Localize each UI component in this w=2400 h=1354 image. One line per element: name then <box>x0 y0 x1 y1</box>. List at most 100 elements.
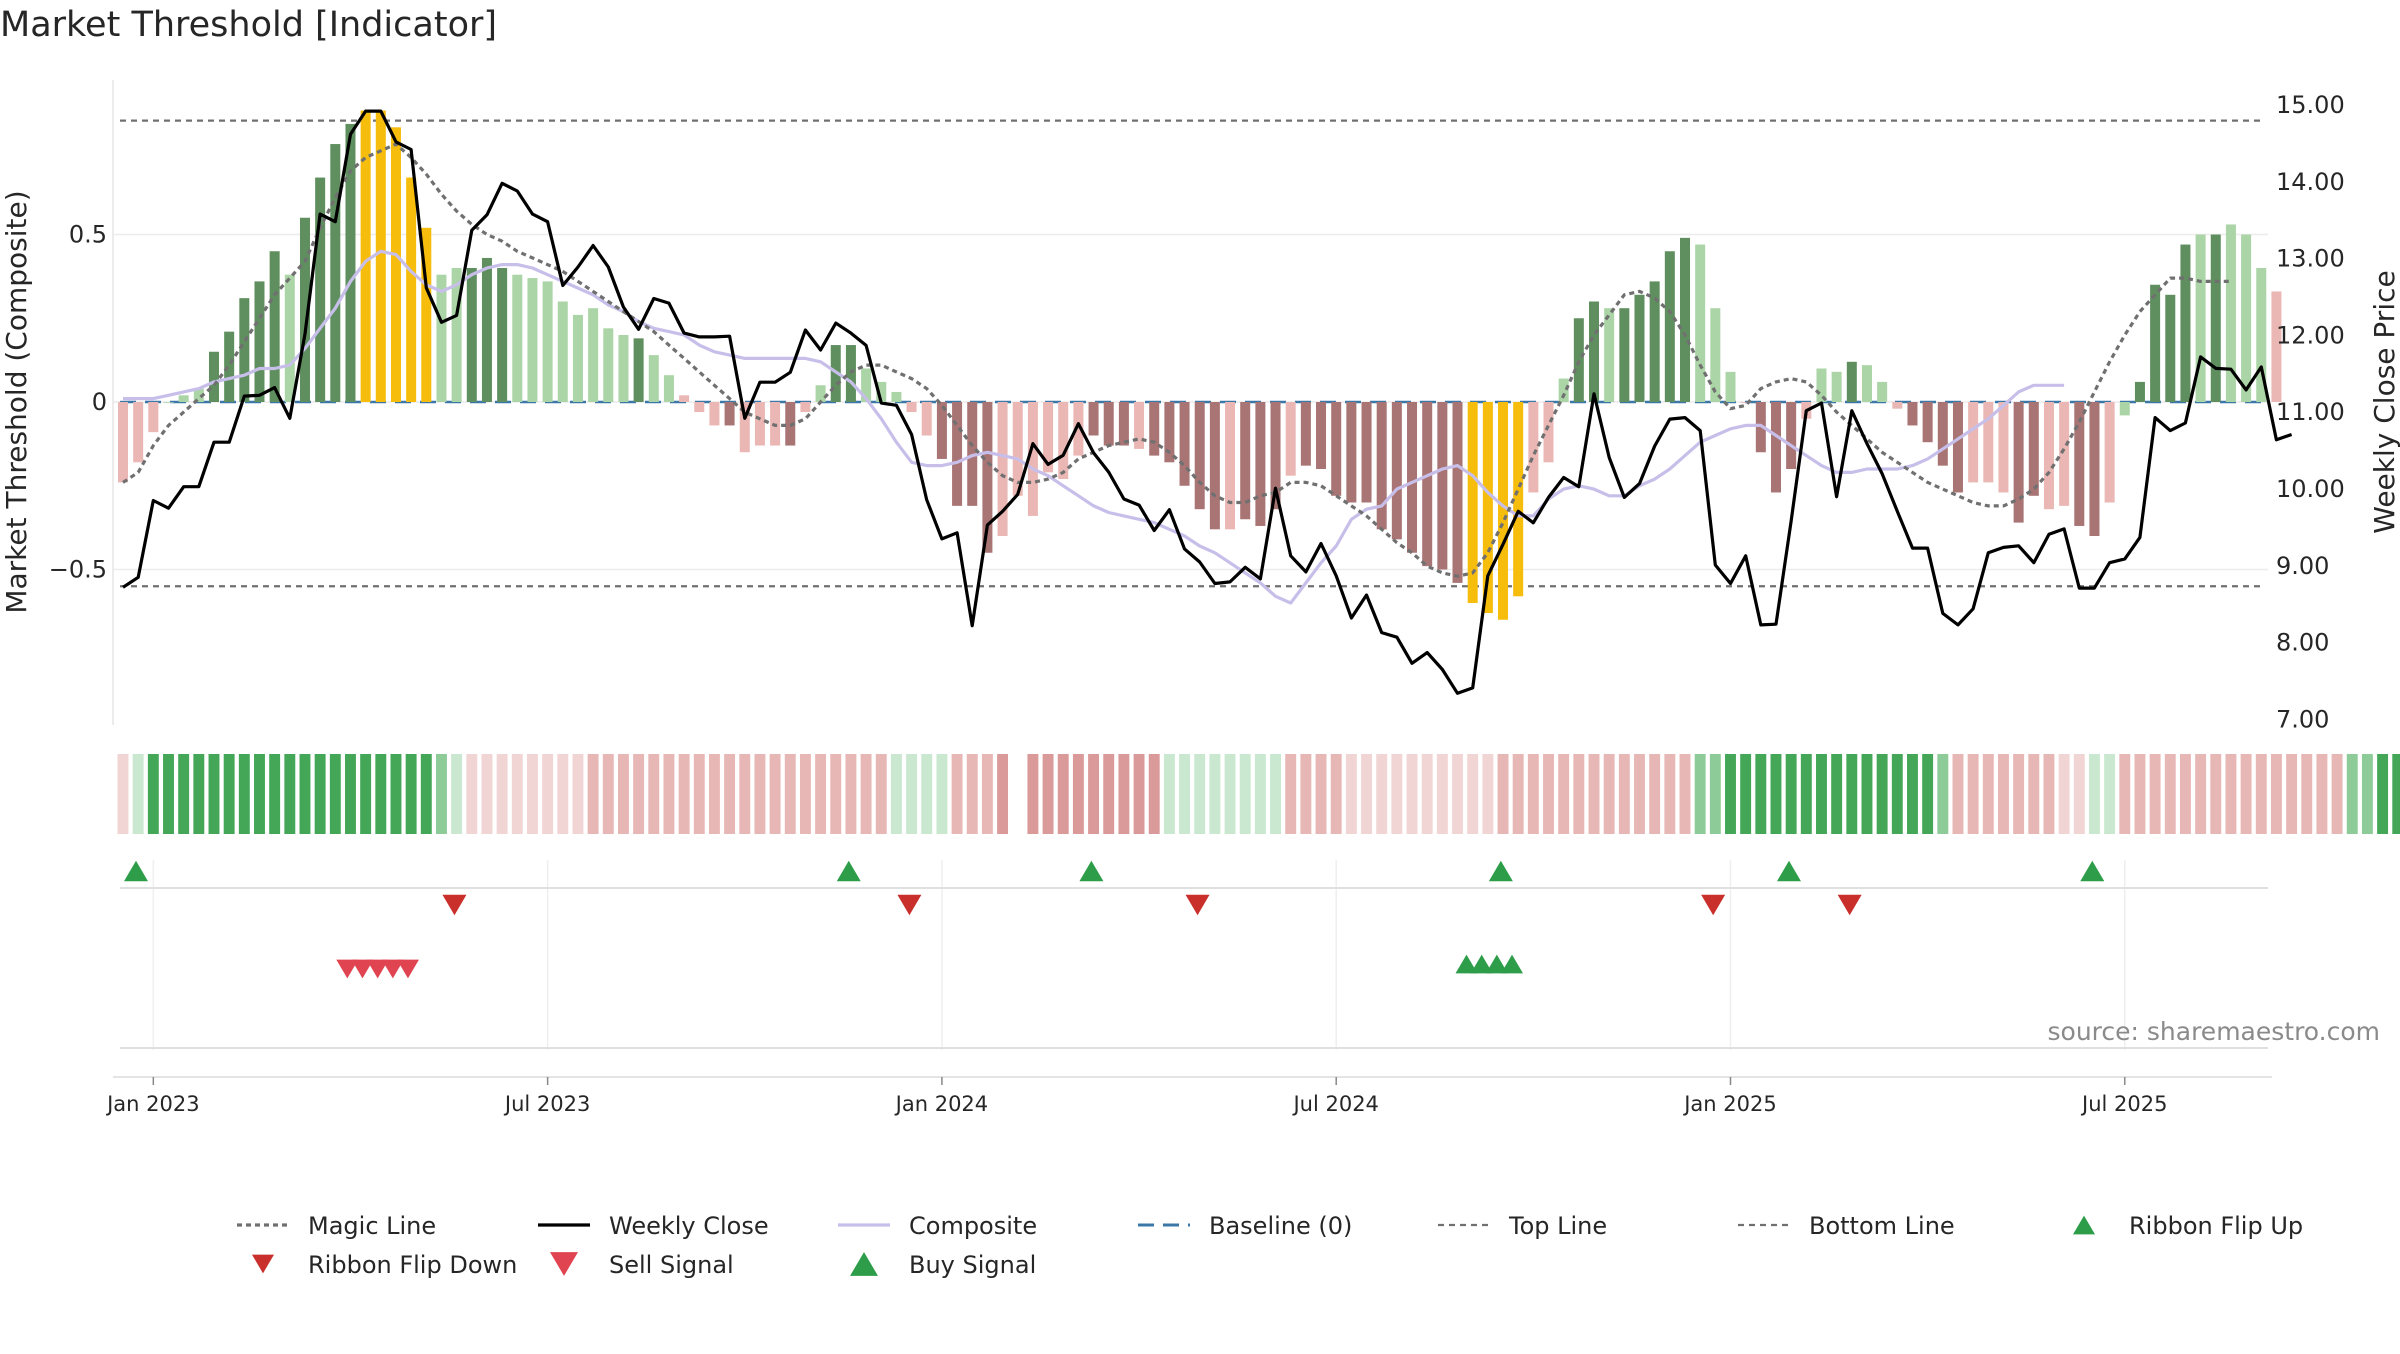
ribbon-segment <box>1558 754 1570 834</box>
composite-bar <box>724 402 735 426</box>
ribbon-segment <box>1088 754 1100 834</box>
right-tick-label: 11.00 <box>2276 398 2345 426</box>
ribbon-segment <box>2346 754 2358 834</box>
ribbon-segment <box>147 754 159 834</box>
composite-bar <box>284 274 295 402</box>
composite-bar <box>2150 284 2161 402</box>
composite-bar <box>1240 402 1251 520</box>
legend-label: Buy Signal <box>909 1251 1036 1279</box>
composite-bar <box>694 402 705 413</box>
composite-bar <box>1952 402 1963 493</box>
ribbon-segment <box>1103 754 1115 834</box>
ribbon-segment <box>1452 754 1463 834</box>
ribbon-segment <box>2104 754 2116 834</box>
ribbon-flip-up-marker <box>124 860 148 882</box>
composite-bar <box>406 177 417 402</box>
series-lines-layer <box>122 109 2293 695</box>
ribbon-segment <box>375 754 387 834</box>
ribbon-flip-down-marker <box>1837 894 1862 916</box>
composite-bar <box>1088 402 1099 436</box>
ribbon-segment <box>2240 754 2252 834</box>
ribbon-segment <box>2316 754 2328 834</box>
composite-line <box>123 249 2065 605</box>
ribbon-segment <box>2164 754 2176 834</box>
ribbon-segment <box>163 754 174 834</box>
buy-signal-marker <box>1501 954 1524 974</box>
legend-label: Magic Line <box>308 1212 436 1240</box>
composite-bar <box>906 402 917 413</box>
ribbon-segment <box>1709 754 1721 834</box>
legend-item-magic-line: Magic Line <box>237 1212 436 1240</box>
composite-bar <box>512 274 523 402</box>
ribbon-flip-up-marker <box>1776 860 1801 882</box>
left-axis-label: Market Threshold (Composite) <box>0 190 33 613</box>
ribbon-segment <box>1391 754 1403 834</box>
composite-bar <box>1103 402 1114 446</box>
composite-bar <box>1589 301 1600 402</box>
ribbon-segment <box>617 754 629 834</box>
composite-bar <box>2165 294 2176 402</box>
ribbon-segment <box>2073 754 2085 834</box>
composite-bar <box>679 395 690 402</box>
composite-bar <box>663 375 674 402</box>
composite-bar <box>739 402 750 453</box>
ribbon-segment <box>784 754 796 834</box>
composite-bar <box>1679 237 1690 402</box>
ribbon-segment <box>1270 754 1281 834</box>
left-tick-label: 0.5 <box>69 221 107 249</box>
composite-bar <box>1270 402 1281 510</box>
composite-bar <box>1422 402 1433 567</box>
composite-bar <box>375 110 386 403</box>
composite-bar <box>1209 402 1220 530</box>
composite-bar <box>2074 402 2085 526</box>
composite-bar <box>208 351 219 402</box>
ribbon-segment <box>1482 754 1494 834</box>
ribbon-segment <box>1573 754 1585 834</box>
composite-bar <box>390 127 401 403</box>
ribbon-segment <box>1072 754 1084 834</box>
ribbon-segment <box>875 754 887 834</box>
ribbon-segment <box>572 754 584 834</box>
composite-bar <box>2089 402 2100 536</box>
ribbon-segment <box>997 754 1009 834</box>
ribbon-segment <box>1725 754 1736 834</box>
ribbon-segment <box>1254 754 1266 834</box>
legend-label: Top Line <box>1508 1212 1607 1240</box>
ribbon-segment <box>1224 754 1236 834</box>
sell-signal-marker <box>336 959 359 979</box>
ribbon-segment <box>890 754 902 834</box>
ribbon-segment <box>2301 754 2313 834</box>
x-tick-label: Jan 2023 <box>105 1092 200 1116</box>
ribbon-segment <box>2286 754 2298 834</box>
composite-bar <box>936 402 947 459</box>
ribbon-segment <box>936 754 948 834</box>
ribbon-segment <box>1694 754 1706 834</box>
ribbon-segment <box>633 754 645 834</box>
composite-bar <box>178 395 189 402</box>
composite-bar <box>1634 294 1645 402</box>
legend-item-weekly-close: Weekly Close <box>538 1212 769 1240</box>
composite-bar <box>1361 402 1372 503</box>
ribbon-flip-up-marker <box>2080 860 2105 882</box>
ribbon-segment <box>390 754 402 834</box>
composite-bar <box>163 402 174 403</box>
composite-bar <box>1816 368 1827 402</box>
composite-bar <box>1376 402 1387 530</box>
ribbon-segment <box>2377 754 2389 834</box>
ribbon-segment <box>1209 754 1221 834</box>
ribbon-segment <box>526 754 538 834</box>
legend-item-composite: Composite <box>838 1212 1037 1240</box>
chart-title: Market Threshold [Indicator] <box>0 5 497 45</box>
ribbon-segment <box>1042 754 1054 834</box>
ribbon-segment <box>557 754 569 834</box>
right-tick-label: 12.00 <box>2276 321 2345 349</box>
composite-bar <box>436 274 447 402</box>
ribbon-segment <box>1543 754 1554 834</box>
composite-bar <box>967 402 978 506</box>
composite-bar <box>1513 402 1524 597</box>
right-tick-label: 7.00 <box>2276 705 2329 733</box>
composite-bar <box>952 402 963 506</box>
ribbon-segment <box>2270 754 2282 834</box>
composite-bar <box>1194 402 1205 510</box>
